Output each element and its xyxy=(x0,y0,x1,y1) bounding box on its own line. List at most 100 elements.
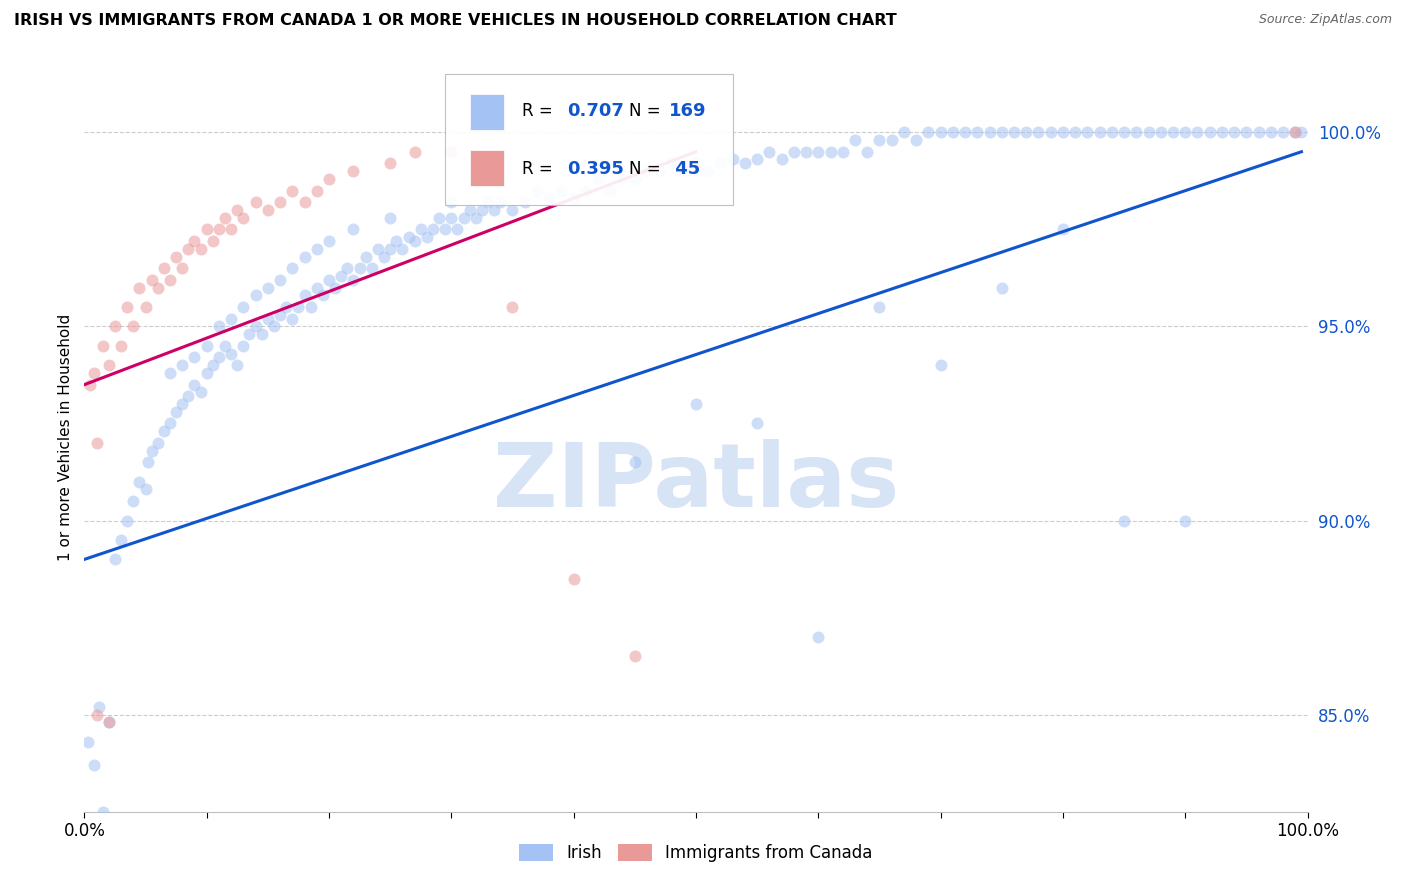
Point xyxy=(87,699,110,714)
Point xyxy=(342,222,364,236)
Point xyxy=(294,288,316,302)
Point xyxy=(305,280,328,294)
Point xyxy=(624,649,647,664)
Point xyxy=(434,222,457,236)
Text: Source: ZipAtlas.com: Source: ZipAtlas.com xyxy=(1258,13,1392,27)
Point xyxy=(661,156,683,170)
Point xyxy=(97,358,120,372)
Point xyxy=(856,145,879,159)
Point xyxy=(697,164,720,178)
Point xyxy=(77,735,100,749)
Point xyxy=(318,172,340,186)
Point xyxy=(979,125,1001,139)
Point xyxy=(1088,125,1111,139)
Text: 45: 45 xyxy=(669,160,700,178)
Point xyxy=(404,234,426,248)
Point xyxy=(427,211,450,225)
FancyBboxPatch shape xyxy=(470,94,503,130)
Point xyxy=(159,417,181,431)
Point xyxy=(360,261,382,276)
Point xyxy=(1211,125,1233,139)
Point xyxy=(538,191,561,205)
Point xyxy=(257,280,280,294)
Point xyxy=(159,366,181,380)
Point xyxy=(172,397,194,411)
Point xyxy=(562,191,585,205)
Point xyxy=(330,268,353,283)
Point xyxy=(190,385,212,400)
Point xyxy=(458,202,481,217)
Point xyxy=(257,311,280,326)
Point xyxy=(624,172,647,186)
Point xyxy=(122,319,145,334)
Point xyxy=(1247,125,1270,139)
Point xyxy=(177,242,200,256)
Point xyxy=(385,234,408,248)
Point xyxy=(281,311,304,326)
Point xyxy=(929,125,952,139)
Point xyxy=(831,145,853,159)
Point xyxy=(502,202,524,217)
Point xyxy=(294,195,316,210)
Point xyxy=(245,288,267,302)
Point xyxy=(245,319,267,334)
Point xyxy=(464,211,486,225)
Point xyxy=(416,230,439,244)
Point xyxy=(1064,125,1087,139)
Point xyxy=(97,715,120,730)
Point xyxy=(477,195,499,210)
Point xyxy=(219,346,242,360)
Point xyxy=(672,164,695,178)
Point xyxy=(91,805,114,819)
Point xyxy=(183,351,205,365)
Point xyxy=(342,273,364,287)
Point xyxy=(1150,125,1173,139)
Point xyxy=(305,184,328,198)
Point xyxy=(398,230,420,244)
Point xyxy=(208,351,231,365)
Point xyxy=(1137,125,1160,139)
Point xyxy=(122,494,145,508)
Point xyxy=(807,630,830,644)
Point xyxy=(281,184,304,198)
Point xyxy=(721,153,744,167)
Point xyxy=(269,195,291,210)
Point xyxy=(1284,125,1306,139)
Point xyxy=(287,300,309,314)
Point xyxy=(318,273,340,287)
Point xyxy=(612,172,634,186)
Point xyxy=(214,339,236,353)
Point xyxy=(250,327,273,342)
Point xyxy=(446,222,468,236)
Point xyxy=(409,222,432,236)
Point xyxy=(177,389,200,403)
Point xyxy=(208,222,231,236)
Point xyxy=(195,222,218,236)
Point xyxy=(1002,125,1025,139)
Point xyxy=(238,327,260,342)
Point xyxy=(404,145,426,159)
Point xyxy=(336,261,359,276)
Point xyxy=(128,280,150,294)
Point xyxy=(440,145,463,159)
Point xyxy=(586,172,609,186)
Point xyxy=(165,405,187,419)
Point xyxy=(153,261,176,276)
Point xyxy=(83,758,105,772)
Point xyxy=(758,145,780,159)
Point xyxy=(1291,125,1313,139)
Point xyxy=(97,715,120,730)
Point xyxy=(1236,125,1258,139)
Point xyxy=(1284,125,1306,139)
Point xyxy=(312,288,335,302)
Point xyxy=(807,145,830,159)
Point xyxy=(685,397,707,411)
Point xyxy=(794,145,817,159)
Point xyxy=(513,195,536,210)
Point xyxy=(226,358,249,372)
Point xyxy=(893,125,915,139)
Point xyxy=(172,358,194,372)
Point xyxy=(232,300,254,314)
Point xyxy=(245,195,267,210)
Point xyxy=(183,234,205,248)
